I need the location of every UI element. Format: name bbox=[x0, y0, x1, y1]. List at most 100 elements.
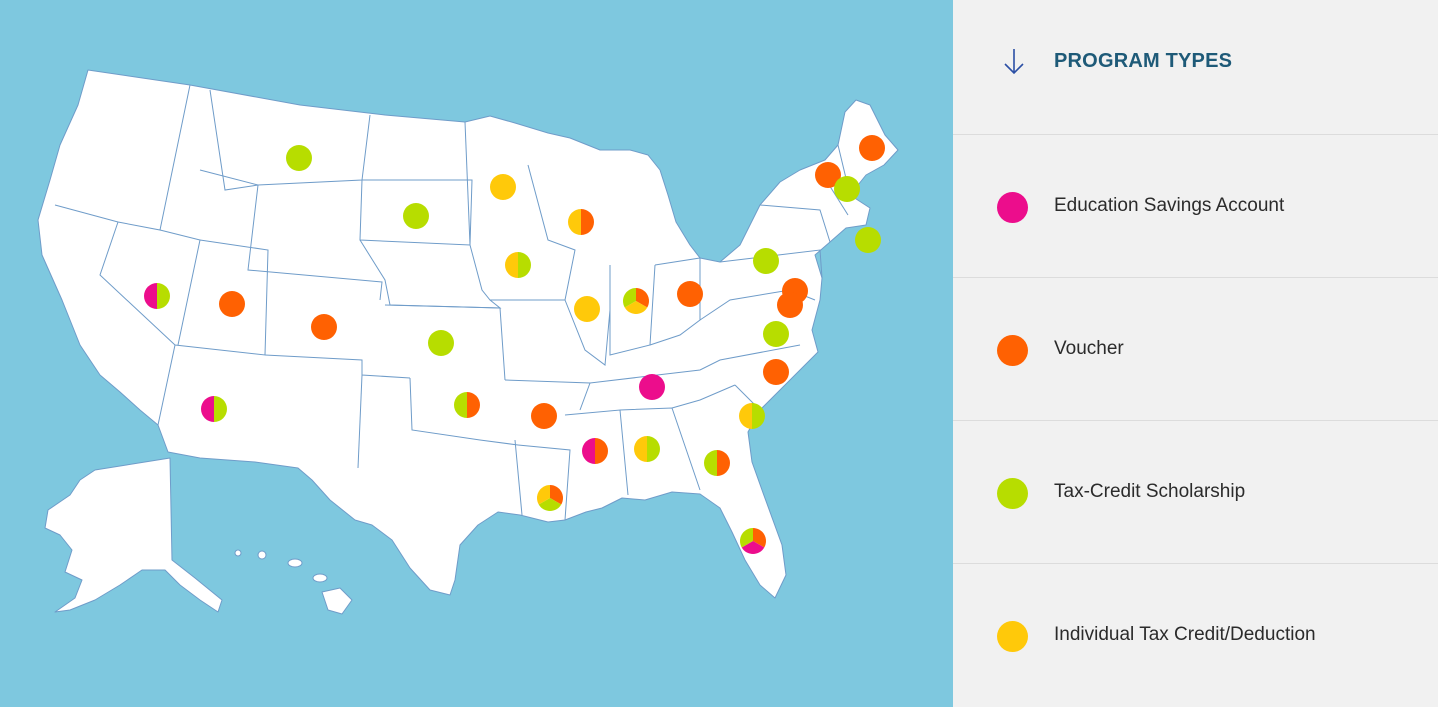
state-marker-pa[interactable] bbox=[753, 248, 779, 274]
legend-item-label: Voucher bbox=[1054, 338, 1124, 359]
legend-item-individual-tax-credit[interactable]: Individual Tax Credit/Deduction bbox=[953, 564, 1438, 707]
state-marker-nv[interactable] bbox=[144, 283, 170, 309]
marker-slice bbox=[518, 252, 531, 278]
state-marker-la[interactable] bbox=[537, 485, 563, 511]
marker-slice bbox=[568, 209, 581, 235]
alaska-land bbox=[44, 457, 223, 613]
marker-slice bbox=[286, 145, 312, 171]
marker-slice bbox=[739, 403, 752, 429]
state-marker-in[interactable] bbox=[623, 288, 649, 314]
legend-item-voucher[interactable]: Voucher bbox=[953, 278, 1438, 421]
state-marker-al[interactable] bbox=[634, 436, 660, 462]
marker-slice bbox=[214, 396, 227, 422]
voucher-dot-icon bbox=[997, 335, 1028, 366]
marker-slice bbox=[834, 176, 860, 202]
marker-slice bbox=[740, 528, 753, 548]
legend-title: PROGRAM TYPES bbox=[1054, 50, 1233, 72]
marker-slice bbox=[753, 528, 766, 548]
marker-slice bbox=[311, 314, 337, 340]
state-marker-ut[interactable] bbox=[219, 291, 245, 317]
marker-slice bbox=[537, 485, 550, 505]
state-marker-mt[interactable] bbox=[286, 145, 312, 171]
marker-slice bbox=[677, 281, 703, 307]
marker-slice bbox=[428, 330, 454, 356]
marker-slice bbox=[763, 359, 789, 385]
marker-slice bbox=[505, 252, 518, 278]
marker-slice bbox=[581, 209, 594, 235]
legend-item-esa[interactable]: Education Savings Account bbox=[953, 135, 1438, 278]
state-marker-ms[interactable] bbox=[582, 438, 608, 464]
marker-slice bbox=[753, 248, 779, 274]
marker-slice bbox=[855, 227, 881, 253]
marker-slice bbox=[647, 436, 660, 462]
tax-credit-scholarship-dot-icon bbox=[997, 478, 1028, 509]
individual-tax-credit-dot-icon bbox=[997, 621, 1028, 652]
marker-slice bbox=[550, 485, 563, 505]
hawaii-island bbox=[312, 573, 328, 583]
state-marker-me[interactable] bbox=[859, 135, 885, 161]
marker-slice bbox=[752, 403, 765, 429]
marker-slice bbox=[623, 288, 636, 308]
marker-slice bbox=[634, 436, 647, 462]
marker-slice bbox=[763, 321, 789, 347]
state-marker-va[interactable] bbox=[763, 321, 789, 347]
state-marker-oh[interactable] bbox=[677, 281, 703, 307]
state-marker-nh[interactable] bbox=[834, 176, 860, 202]
state-marker-ar[interactable] bbox=[531, 403, 557, 429]
marker-slice bbox=[717, 450, 730, 476]
us-map-panel bbox=[37, 69, 899, 615]
state-marker-nc[interactable] bbox=[763, 359, 789, 385]
land-layer bbox=[37, 69, 899, 615]
state-marker-fl[interactable] bbox=[740, 528, 766, 554]
state-marker-az[interactable] bbox=[201, 396, 227, 422]
legend-item-label: Education Savings Account bbox=[1054, 195, 1285, 216]
legend-header: PROGRAM TYPES bbox=[953, 0, 1438, 135]
hawaii-island bbox=[257, 550, 267, 560]
state-marker-ks[interactable] bbox=[428, 330, 454, 356]
marker-slice bbox=[704, 450, 717, 476]
marker-slice bbox=[582, 438, 595, 464]
legend-item-tax-credit-scholarship[interactable]: Tax-Credit Scholarship bbox=[953, 421, 1438, 564]
marker-slice bbox=[157, 283, 170, 309]
marker-slice bbox=[490, 174, 516, 200]
state-marker-il[interactable] bbox=[574, 296, 600, 322]
hawaii-island bbox=[287, 558, 303, 568]
marker-slice bbox=[403, 203, 429, 229]
legend-panel: PROGRAM TYPES Education Savings Account … bbox=[953, 0, 1438, 707]
marker-slice bbox=[859, 135, 885, 161]
state-marker-ri[interactable] bbox=[855, 227, 881, 253]
marker-slice bbox=[574, 296, 600, 322]
marker-slice bbox=[639, 374, 665, 400]
us-map bbox=[37, 69, 899, 615]
state-marker-ny[interactable] bbox=[815, 162, 841, 188]
state-marker-ok[interactable] bbox=[454, 392, 480, 418]
state-marker-sc[interactable] bbox=[739, 403, 765, 429]
contiguous-us-land bbox=[37, 69, 899, 599]
marker-slice bbox=[454, 392, 467, 418]
marker-slice bbox=[201, 396, 214, 422]
marker-slice bbox=[144, 283, 157, 309]
state-marker-mn[interactable] bbox=[490, 174, 516, 200]
legend-item-label: Individual Tax Credit/Deduction bbox=[1054, 624, 1316, 645]
state-marker-ia[interactable] bbox=[505, 252, 531, 278]
marker-slice bbox=[815, 162, 841, 188]
program-markers[interactable] bbox=[144, 135, 885, 554]
marker-slice bbox=[467, 392, 480, 418]
marker-slice bbox=[531, 403, 557, 429]
hawaii-island bbox=[234, 549, 242, 557]
esa-dot-icon bbox=[997, 192, 1028, 223]
marker-slice bbox=[219, 291, 245, 317]
hawaii-island bbox=[321, 587, 353, 615]
state-marker-dc[interactable] bbox=[777, 292, 803, 318]
marker-slice bbox=[636, 288, 649, 308]
state-borders bbox=[54, 84, 851, 521]
state-marker-sd[interactable] bbox=[403, 203, 429, 229]
state-marker-tn[interactable] bbox=[639, 374, 665, 400]
marker-slice bbox=[777, 292, 803, 318]
legend-item-label: Tax-Credit Scholarship bbox=[1054, 481, 1246, 502]
state-marker-ga[interactable] bbox=[704, 450, 730, 476]
state-marker-wi[interactable] bbox=[568, 209, 594, 235]
state-marker-co[interactable] bbox=[311, 314, 337, 340]
arrow-down-icon bbox=[1004, 49, 1024, 75]
marker-slice bbox=[595, 438, 608, 464]
